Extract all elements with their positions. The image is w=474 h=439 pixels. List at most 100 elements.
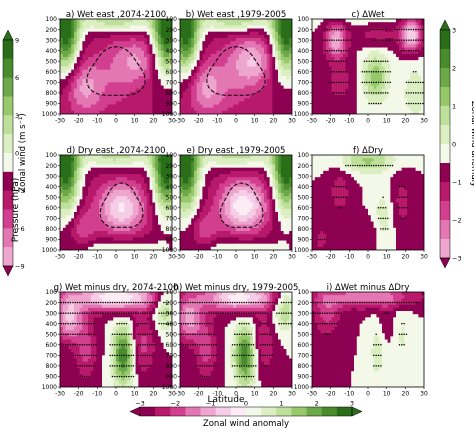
left-colorbar-tick: −3 <box>15 187 25 195</box>
y-tick-label: 100 <box>298 16 310 23</box>
panel-h-field <box>180 292 292 387</box>
panel-g-stippling <box>60 301 172 387</box>
x-tick-label: 20 <box>150 391 158 398</box>
bottom-colorbar-tick: 0 <box>244 400 248 408</box>
y-tick-label: 200 <box>46 27 58 34</box>
panel-g: g) Wet minus dry, 2074-21001002003004005… <box>42 283 179 398</box>
right-colorbar-tick: −2 <box>452 217 462 225</box>
right-colorbar-segment <box>440 182 450 202</box>
y-tick-label: 500 <box>46 58 58 65</box>
right-colorbar-segment <box>440 239 450 259</box>
panel-f-title: f) ΔDry <box>353 146 383 156</box>
panel-e-field <box>180 155 292 250</box>
y-tick-label: 1000 <box>294 247 309 254</box>
panel-d-title: d) Dry east ,2074-2100 <box>66 146 165 156</box>
y-tick-label: 500 <box>46 194 58 201</box>
right-colorbar-top-extend <box>439 19 451 31</box>
left-colorbar-segment <box>3 115 13 135</box>
panel-g-title: g) Wet minus dry, 2074-2100 <box>54 283 179 293</box>
bottom-colorbar-tick: 1 <box>279 400 283 408</box>
x-tick-label: 10 <box>251 118 259 125</box>
x-tick-label: 0 <box>366 118 370 125</box>
right-colorbar-tick: 3 <box>452 27 456 35</box>
y-tick-label: 900 <box>46 374 58 381</box>
panel-d: d) Dry east ,2074-2100100200300400500600… <box>42 146 176 261</box>
y-tick-label: 800 <box>166 90 178 97</box>
x-tick-label: 30 <box>288 391 296 398</box>
y-tick-label: 300 <box>298 310 310 317</box>
panel-f: f) ΔDry1002003004005006007008009001000-3… <box>294 146 428 261</box>
x-tick-label: -30 <box>55 391 65 398</box>
bottom-colorbar-segment <box>291 407 307 416</box>
y-tick-label: 600 <box>166 342 178 349</box>
y-tick-label: 100 <box>298 289 310 296</box>
x-tick-label: -10 <box>92 254 102 261</box>
right-colorbar-segment <box>440 201 450 221</box>
x-tick-label: -10 <box>212 118 222 125</box>
y-tick-label: 500 <box>166 58 178 65</box>
x-tick-label: 30 <box>168 118 176 125</box>
left-colorbar-tick: 6 <box>15 74 19 82</box>
x-tick-label: 20 <box>270 391 278 398</box>
y-tick-label: 400 <box>298 184 310 191</box>
x-tick-label: 10 <box>383 118 391 125</box>
x-tick-label: 30 <box>168 254 176 261</box>
y-tick-label: 600 <box>166 69 178 76</box>
panel-i-field <box>312 292 424 387</box>
x-tick-label: 20 <box>270 254 278 261</box>
bottom-colorbar-segment <box>215 407 232 416</box>
y-tick-label: 200 <box>298 27 310 34</box>
x-tick-label: 30 <box>168 391 176 398</box>
x-tick-label: -10 <box>212 254 222 261</box>
x-tick-label: -10 <box>212 391 222 398</box>
left-colorbar-tick: 0 <box>15 150 19 158</box>
panel-c-title: c) ΔWet <box>352 10 386 20</box>
y-tick-label: 300 <box>166 37 178 44</box>
panel-h-title: h) Wet minus dry, 1979-2005 <box>174 283 299 293</box>
left-colorbar-tick: −9 <box>15 263 25 271</box>
y-tick-label: 800 <box>298 226 310 233</box>
y-tick-label: 300 <box>166 173 178 180</box>
y-tick-label: 700 <box>298 216 310 223</box>
y-tick-label: 700 <box>166 216 178 223</box>
panel-e-contour <box>219 182 264 228</box>
panel-d-field <box>60 155 172 250</box>
panel-c-field <box>312 19 424 114</box>
x-tick-label: 20 <box>402 391 410 398</box>
y-tick-label: 1000 <box>294 384 309 391</box>
x-tick-label: -30 <box>307 118 317 125</box>
y-tick-label: 900 <box>166 374 178 381</box>
x-tick-label: 0 <box>234 254 238 261</box>
y-tick-label: 1000 <box>162 247 177 254</box>
bottom-colorbar-segment <box>140 407 156 416</box>
x-tick-label: -30 <box>307 391 317 398</box>
y-tick-label: 400 <box>46 48 58 55</box>
x-tick-label: 0 <box>234 391 238 398</box>
y-tick-label: 400 <box>166 321 178 328</box>
left-colorbar-segment <box>3 134 13 154</box>
x-tick-label: 10 <box>251 391 259 398</box>
y-tick-label: 300 <box>46 37 58 44</box>
panel-i-stippling <box>312 301 419 367</box>
left-colorbar-tick: 3 <box>15 112 19 120</box>
x-tick-label: -10 <box>344 254 354 261</box>
bottom-colorbar-tick: −2 <box>171 400 181 408</box>
right-colorbar-segment <box>440 106 450 126</box>
x-tick-label: 30 <box>420 118 428 125</box>
bottom-colorbar-segment <box>230 407 247 416</box>
y-tick-label: 600 <box>166 205 178 212</box>
x-tick-label: 10 <box>131 391 139 398</box>
y-tick-label: 800 <box>46 90 58 97</box>
x-tick-label: -10 <box>92 391 102 398</box>
y-tick-label: 1000 <box>162 384 177 391</box>
y-tick-label: 400 <box>298 48 310 55</box>
y-tick-label: 700 <box>166 80 178 87</box>
x-tick-label: -30 <box>55 118 65 125</box>
right-colorbar-segment <box>440 144 450 164</box>
bottom-colorbar: −3 −2 −1 0 1 2 3 Zonal wind anomaly <box>129 400 363 429</box>
y-tick-label: 600 <box>298 69 310 76</box>
y-tick-label: 500 <box>166 194 178 201</box>
bottom-colorbar-tick: 3 <box>350 400 354 408</box>
y-tick-label: 300 <box>46 173 58 180</box>
bottom-colorbar-segment <box>306 407 323 416</box>
